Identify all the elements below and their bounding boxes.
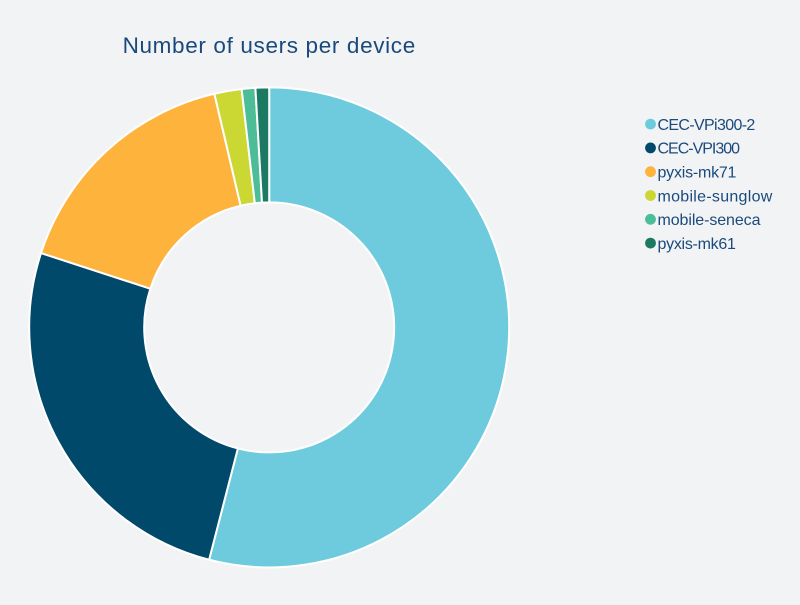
svg-text:CEC-VPI300: CEC-VPI300	[658, 141, 741, 158]
svg-text:mobile-seneca: mobile-seneca	[658, 212, 761, 229]
svg-text:pyxis-mk71: pyxis-mk71	[658, 165, 737, 182]
svg-text:pyxis-mk61: pyxis-mk61	[658, 236, 736, 253]
svg-text:mobile-sunglow: mobile-sunglow	[658, 188, 773, 205]
svg-text:Number of users per device: Number of users per device	[123, 33, 416, 58]
svg-text:CEC-VPi300-2: CEC-VPi300-2	[658, 117, 756, 134]
